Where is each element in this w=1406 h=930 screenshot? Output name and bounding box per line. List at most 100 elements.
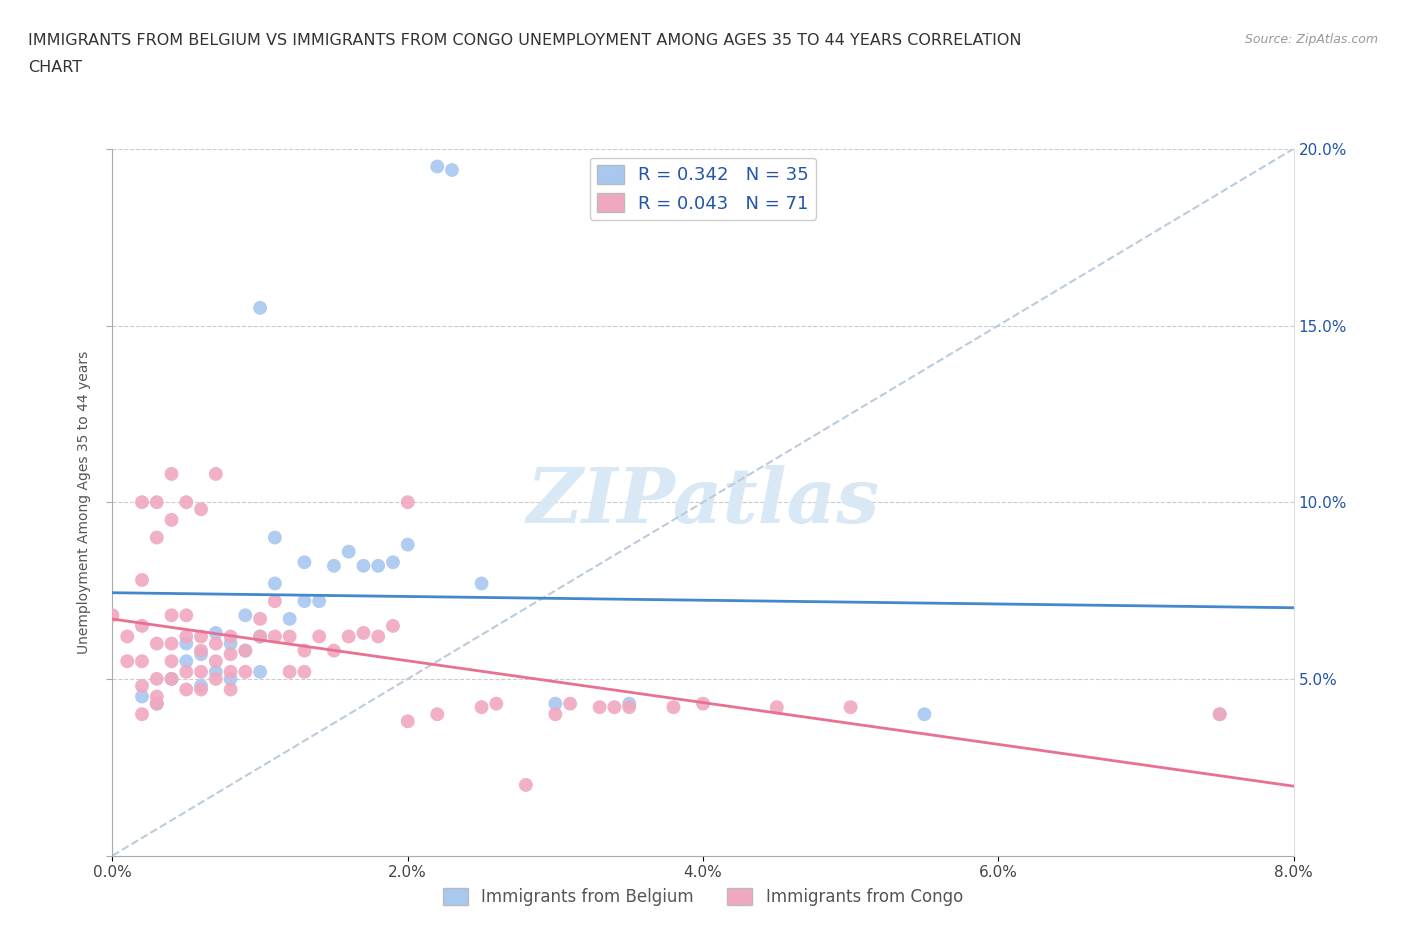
- Point: [337, 544, 360, 559]
- Point: [146, 697, 169, 711]
- Point: [190, 502, 212, 517]
- Point: [471, 699, 494, 714]
- Point: [174, 664, 197, 679]
- Point: [190, 664, 212, 679]
- Point: [205, 664, 228, 679]
- Point: [367, 629, 389, 644]
- Point: [117, 629, 138, 644]
- Point: [382, 555, 405, 570]
- Point: [352, 626, 374, 641]
- Text: IMMIGRANTS FROM BELGIUM VS IMMIGRANTS FROM CONGO UNEMPLOYMENT AMONG AGES 35 TO 4: IMMIGRANTS FROM BELGIUM VS IMMIGRANTS FR…: [28, 33, 1022, 47]
- Legend: Immigrants from Belgium, Immigrants from Congo: Immigrants from Belgium, Immigrants from…: [436, 881, 970, 912]
- Point: [146, 636, 169, 651]
- Point: [174, 636, 197, 651]
- Point: [160, 654, 183, 669]
- Point: [292, 644, 315, 658]
- Point: [662, 699, 685, 714]
- Point: [233, 644, 256, 658]
- Point: [471, 576, 494, 591]
- Point: [160, 671, 183, 686]
- Point: [160, 467, 183, 482]
- Point: [396, 714, 419, 729]
- Point: [174, 629, 197, 644]
- Point: [160, 512, 183, 527]
- Y-axis label: Unemployment Among Ages 35 to 44 years: Unemployment Among Ages 35 to 44 years: [77, 351, 91, 654]
- Point: [233, 608, 256, 623]
- Point: [219, 629, 242, 644]
- Point: [190, 682, 212, 697]
- Point: [146, 671, 169, 686]
- Point: [117, 654, 138, 669]
- Point: [146, 689, 169, 704]
- Point: [146, 495, 169, 510]
- Point: [205, 671, 228, 686]
- Point: [249, 664, 271, 679]
- Point: [308, 629, 330, 644]
- Point: [485, 697, 508, 711]
- Point: [352, 558, 374, 573]
- Point: [544, 697, 567, 711]
- Point: [233, 664, 256, 679]
- Point: [323, 558, 346, 573]
- Point: [839, 699, 862, 714]
- Point: [249, 629, 271, 644]
- Point: [101, 608, 124, 623]
- Point: [560, 697, 582, 711]
- Point: [131, 707, 153, 722]
- Text: ZIPatlas: ZIPatlas: [526, 465, 880, 539]
- Point: [190, 644, 212, 658]
- Point: [205, 636, 228, 651]
- Point: [367, 558, 389, 573]
- Point: [278, 611, 301, 626]
- Point: [603, 699, 626, 714]
- Point: [292, 555, 315, 570]
- Point: [1208, 707, 1232, 722]
- Point: [131, 689, 153, 704]
- Point: [308, 593, 330, 608]
- Point: [131, 495, 153, 510]
- Point: [131, 679, 153, 694]
- Point: [292, 664, 315, 679]
- Point: [323, 644, 346, 658]
- Point: [233, 644, 256, 658]
- Point: [131, 618, 153, 633]
- Point: [515, 777, 537, 792]
- Point: [219, 646, 242, 661]
- Point: [692, 697, 714, 711]
- Point: [544, 707, 567, 722]
- Point: [174, 682, 197, 697]
- Point: [914, 707, 936, 722]
- Point: [441, 163, 464, 178]
- Point: [160, 636, 183, 651]
- Point: [205, 626, 228, 641]
- Point: [619, 699, 641, 714]
- Point: [278, 629, 301, 644]
- Point: [396, 495, 419, 510]
- Point: [765, 699, 787, 714]
- Text: Source: ZipAtlas.com: Source: ZipAtlas.com: [1244, 33, 1378, 46]
- Point: [190, 679, 212, 694]
- Legend: R = 0.342   N = 35, R = 0.043   N = 71: R = 0.342 N = 35, R = 0.043 N = 71: [589, 158, 817, 220]
- Point: [426, 159, 449, 174]
- Point: [337, 629, 360, 644]
- Point: [249, 300, 271, 315]
- Point: [264, 593, 287, 608]
- Point: [264, 530, 287, 545]
- Point: [382, 618, 405, 633]
- Point: [174, 608, 197, 623]
- Point: [219, 671, 242, 686]
- Point: [146, 530, 169, 545]
- Point: [219, 664, 242, 679]
- Point: [249, 629, 271, 644]
- Point: [264, 629, 287, 644]
- Point: [426, 707, 449, 722]
- Point: [160, 608, 183, 623]
- Point: [205, 654, 228, 669]
- Point: [292, 593, 315, 608]
- Text: CHART: CHART: [28, 60, 82, 75]
- Point: [219, 636, 242, 651]
- Point: [619, 697, 641, 711]
- Point: [190, 629, 212, 644]
- Point: [146, 697, 169, 711]
- Point: [219, 682, 242, 697]
